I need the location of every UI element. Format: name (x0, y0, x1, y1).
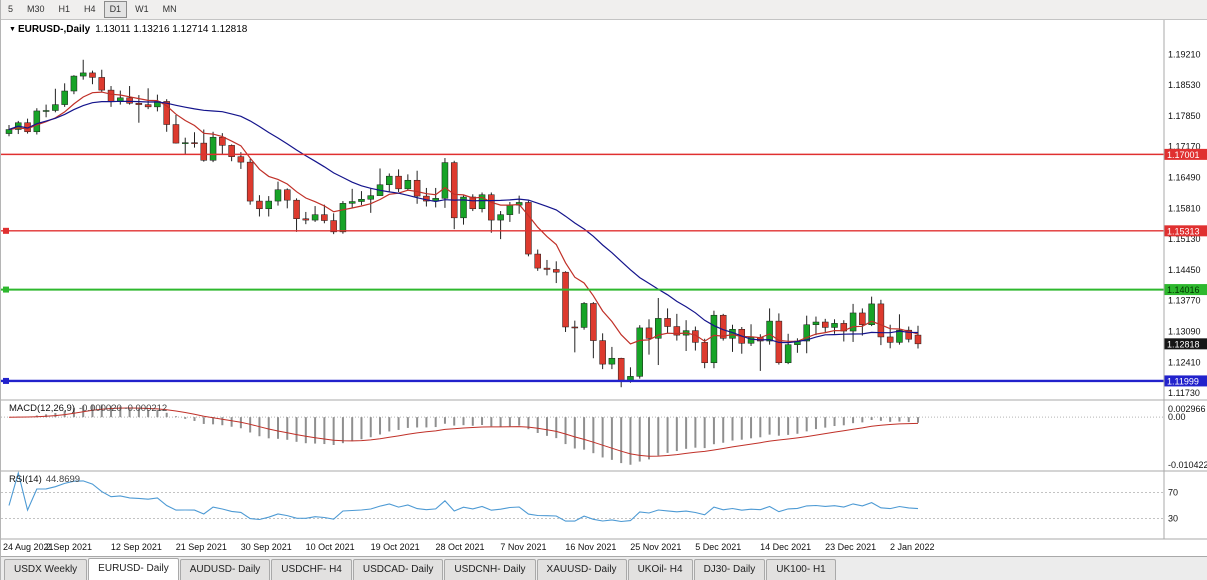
hline-handle[interactable] (3, 377, 9, 384)
hline-handle[interactable] (3, 227, 9, 234)
svg-text:28 Oct 2021: 28 Oct 2021 (436, 542, 485, 552)
svg-text:2 Sep 2021: 2 Sep 2021 (46, 542, 92, 552)
svg-text:0.00: 0.00 (1168, 412, 1186, 422)
chart-tab-usdx-weekly[interactable]: USDX Weekly (4, 559, 88, 580)
svg-text:16 Nov 2021: 16 Nov 2021 (565, 542, 616, 552)
svg-text:1.15810: 1.15810 (1168, 203, 1201, 213)
ma-line-21 (8, 100, 919, 344)
price-tag (1164, 148, 1207, 160)
svg-text:1.12410: 1.12410 (1168, 357, 1201, 367)
svg-text:0.002966: 0.002966 (1168, 404, 1206, 414)
chevron-down-icon[interactable]: ▼ (9, 26, 16, 33)
chart-ohlc-values: 1.13011 1.13216 1.12714 1.12818 (95, 24, 248, 35)
svg-text:1.13090: 1.13090 (1168, 327, 1201, 337)
timeframe-button-d1[interactable]: D1 (103, 1, 128, 18)
macd-indicator-title: MACD(12,26,9) -0.000020 -0.000212 (9, 403, 167, 414)
timeframe-toolbar: 5 M30 H1 H4 D1 W1 MN (1, 0, 1207, 20)
chart-tab-usdcnh-daily[interactable]: USDCNH- Daily (444, 559, 536, 580)
chart-tab-xauusd-daily[interactable]: XAUUSD- Daily (536, 559, 627, 580)
chart-tab-ukoil-h4[interactable]: UKOil- H4 (627, 559, 693, 580)
svg-text:1.12818: 1.12818 (1167, 339, 1200, 349)
chart-tab-audusd-daily[interactable]: AUDUSD- Daily (179, 559, 271, 580)
hline-handle[interactable] (3, 286, 9, 293)
svg-text:23 Dec 2021: 23 Dec 2021 (825, 542, 876, 552)
timeframe-button-h1[interactable]: H1 (58, 4, 71, 14)
chart-tabs-bar: USDX Weekly EURUSD- Daily AUDUSD- Daily USD… (1, 556, 1207, 580)
svg-text:30 Sep 2021: 30 Sep 2021 (241, 542, 292, 552)
svg-text:21 Sep 2021: 21 Sep 2021 (176, 542, 227, 552)
svg-text:19 Oct 2021: 19 Oct 2021 (371, 542, 420, 552)
svg-text:30: 30 (1168, 514, 1178, 524)
macd-values: -0.000020 -0.000212 (79, 403, 168, 414)
price-tag (1164, 375, 1207, 387)
chart-canvas[interactable]: 1.19210 1.18530 1.17850 1.17170 1.16490 1.158… (1, 19, 1207, 556)
price-tag (1164, 284, 1207, 296)
svg-text:1.18530: 1.18530 (1168, 80, 1201, 90)
svg-text:1.19210: 1.19210 (1168, 49, 1201, 59)
svg-text:1.16490: 1.16490 (1168, 173, 1201, 183)
macd-histogram (17, 404, 919, 465)
svg-text:7 Nov 2021: 7 Nov 2021 (500, 542, 546, 552)
svg-text:10 Oct 2021: 10 Oct 2021 (306, 542, 355, 552)
svg-text:14 Dec 2021: 14 Dec 2021 (760, 542, 811, 552)
svg-text:1.11999: 1.11999 (1167, 376, 1199, 386)
svg-text:1.11730: 1.11730 (1168, 388, 1200, 398)
svg-text:1.17850: 1.17850 (1168, 111, 1201, 121)
price-tag (1164, 338, 1207, 350)
chart-symbol-period: EURUSD-,Daily (17, 24, 91, 35)
macd-label: MACD(12,26,9) (9, 403, 75, 414)
svg-text:1.13770: 1.13770 (1168, 296, 1201, 306)
timeframe-button-w1[interactable]: W1 (135, 4, 149, 14)
svg-text:2 Jan 2022: 2 Jan 2022 (890, 542, 935, 552)
svg-text:-0.010422: -0.010422 (1168, 460, 1207, 470)
svg-text:12 Sep 2021: 12 Sep 2021 (111, 542, 162, 552)
rsi-value: 44.8699 (45, 474, 81, 485)
chart-region: 1.19210 1.18530 1.17850 1.17170 1.16490 1.158… (1, 19, 1207, 556)
candles-layer (5, 59, 922, 388)
chart-tab-dj30-daily[interactable]: DJ30- Daily (693, 559, 766, 580)
rsi-label: RSI(14) (9, 474, 42, 485)
chart-tab-usdchf-h4[interactable]: USDCHF- H4 (271, 559, 352, 580)
timeframe-button-m30[interactable]: M30 (27, 4, 45, 14)
price-axis[interactable]: 1.19210 1.18530 1.17850 1.17170 1.16490 1.158… (1168, 49, 1201, 398)
svg-text:1.17001: 1.17001 (1167, 150, 1200, 160)
svg-text:1.15130: 1.15130 (1168, 234, 1201, 244)
rsi-line (8, 470, 919, 523)
svg-text:70: 70 (1168, 488, 1178, 498)
timeframe-button-mn[interactable]: MN (162, 4, 177, 14)
svg-text:5 Dec 2021: 5 Dec 2021 (695, 542, 741, 552)
chart-tab-usdcad-daily[interactable]: USDCAD- Daily (352, 559, 444, 580)
timeframe-button-5[interactable]: 5 (8, 4, 14, 14)
chart-title: ▼ EURUSD-,Daily 1.13011 1.13216 1.12714 1.… (9, 24, 247, 35)
price-tag (1164, 225, 1207, 237)
svg-text:1.17170: 1.17170 (1168, 142, 1201, 152)
svg-text:25 Nov 2021: 25 Nov 2021 (630, 542, 681, 552)
rsi-indicator-title: RSI(14) 44.8699 (9, 474, 80, 485)
timeframe-button-h4[interactable]: H4 (84, 4, 96, 14)
svg-text:1.14016: 1.14016 (1167, 285, 1200, 295)
chart-tab-uk100-h1[interactable]: UK100- H1 (766, 559, 836, 580)
svg-text:24 Aug 2021: 24 Aug 2021 (3, 542, 54, 552)
macd-signal-line (8, 407, 919, 457)
svg-text:1.14450: 1.14450 (1168, 265, 1201, 275)
chart-tab-eurusd-daily[interactable]: EURUSD- Daily (88, 558, 179, 580)
svg-text:1.15313: 1.15313 (1167, 226, 1200, 236)
